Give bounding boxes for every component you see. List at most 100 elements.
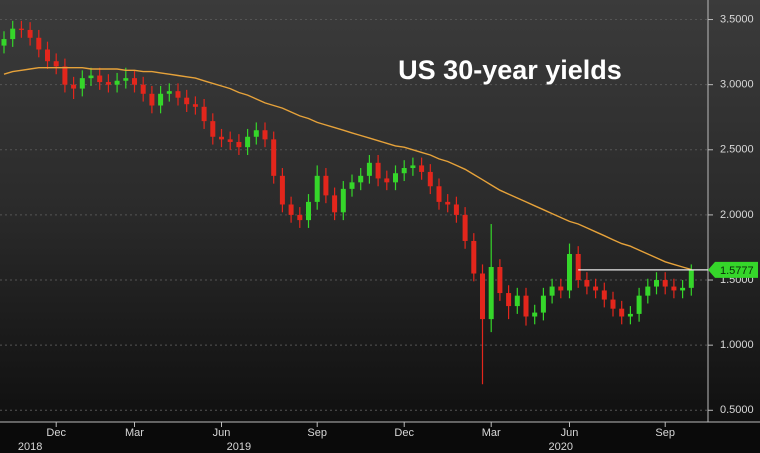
candle-body	[236, 141, 242, 148]
candle-body	[1, 39, 7, 46]
chart-title: US 30-year yields	[398, 55, 622, 85]
x-tick-label: Dec	[394, 427, 414, 439]
x-tick-label: Sep	[655, 427, 675, 439]
x-axis-band	[0, 422, 760, 453]
candle-body	[262, 130, 268, 140]
candle-body	[636, 295, 642, 314]
candle-body	[18, 28, 24, 30]
candle-body	[184, 97, 190, 105]
year-label: 2020	[549, 441, 573, 453]
candle-body	[680, 287, 686, 291]
candle-body	[271, 139, 277, 176]
candle-body	[419, 165, 425, 172]
candle-body	[480, 273, 485, 320]
candle-body	[36, 37, 42, 50]
candle-body	[245, 136, 251, 148]
candle-body	[340, 188, 346, 213]
candle-body	[279, 175, 285, 205]
year-label: 2019	[227, 441, 251, 453]
candle-body	[523, 295, 529, 317]
candle-body	[358, 175, 364, 183]
candle-body	[253, 130, 259, 137]
candle-body	[601, 290, 607, 300]
candle-body	[210, 121, 216, 137]
candle-body	[445, 201, 451, 205]
candle-body	[71, 84, 77, 89]
y-tick-label: 1.0000	[720, 339, 754, 351]
candle-body	[688, 269, 694, 288]
candle-body	[375, 162, 381, 179]
x-tick-label: Jun	[561, 427, 579, 439]
candle-body	[114, 80, 120, 85]
candle-body	[514, 295, 520, 307]
candle-body	[297, 214, 303, 221]
candle-body	[323, 175, 329, 196]
candle-body	[453, 204, 459, 215]
candle-body	[366, 162, 372, 176]
candle-body	[219, 136, 224, 140]
candle-body	[654, 280, 659, 287]
candle-body	[62, 66, 68, 85]
candle-body	[79, 78, 85, 89]
candle-body	[645, 286, 651, 296]
candle-body	[27, 29, 33, 38]
candle-body	[401, 168, 407, 174]
x-tick-label: Mar	[125, 427, 144, 439]
candle-body	[532, 312, 538, 317]
candle-body	[627, 313, 633, 317]
candle-body	[549, 286, 555, 296]
candle-body	[105, 82, 111, 85]
candle-body	[610, 299, 616, 309]
candle-body	[149, 93, 155, 106]
candle-body	[671, 286, 677, 291]
candle-body	[436, 186, 442, 202]
candle-body	[488, 267, 494, 320]
candle-body	[593, 286, 599, 291]
candle-body	[10, 28, 16, 40]
candle-body	[349, 182, 355, 189]
y-tick-label: 2.0000	[720, 209, 754, 221]
candle-body	[384, 178, 390, 183]
y-tick-label: 0.5000	[720, 404, 754, 416]
candle-body	[427, 171, 433, 187]
y-tick-label: 3.5000	[720, 13, 754, 25]
last-price-tag	[708, 261, 758, 278]
candle-body	[575, 253, 581, 281]
candle-body	[584, 280, 590, 287]
candle-body	[410, 165, 416, 169]
y-tick-label: 3.0000	[720, 79, 754, 91]
candle-body	[201, 106, 207, 122]
candle-body	[123, 78, 129, 81]
candle-body	[306, 201, 311, 221]
x-tick-label: Jun	[213, 427, 231, 439]
candle-body	[45, 49, 50, 62]
candle-body	[314, 175, 320, 202]
candle-body	[97, 75, 103, 83]
candle-body	[506, 293, 512, 307]
x-tick-label: Mar	[482, 427, 501, 439]
candle-body	[567, 253, 572, 291]
candle-body	[53, 61, 59, 67]
candle-body	[393, 173, 398, 183]
candle-body	[332, 195, 338, 213]
candle-body	[158, 93, 164, 106]
x-tick-label: Sep	[307, 427, 327, 439]
candle-body	[619, 308, 625, 317]
candle-body	[558, 286, 564, 291]
candle-body	[540, 295, 546, 313]
year-label: 2018	[18, 441, 42, 453]
candle-body	[471, 240, 477, 274]
last-price-label: 1.5777	[720, 265, 754, 277]
candle-body	[132, 78, 137, 85]
candle-body	[192, 104, 198, 107]
candle-body	[288, 204, 294, 215]
candle-body	[175, 91, 181, 98]
candle-body	[227, 139, 233, 142]
y-tick-label: 2.5000	[720, 144, 754, 156]
candle-body	[88, 75, 94, 79]
moving-average-line	[3, 67, 692, 271]
candle-body	[462, 214, 468, 241]
candle-body	[140, 84, 146, 94]
candle-body	[662, 280, 668, 287]
